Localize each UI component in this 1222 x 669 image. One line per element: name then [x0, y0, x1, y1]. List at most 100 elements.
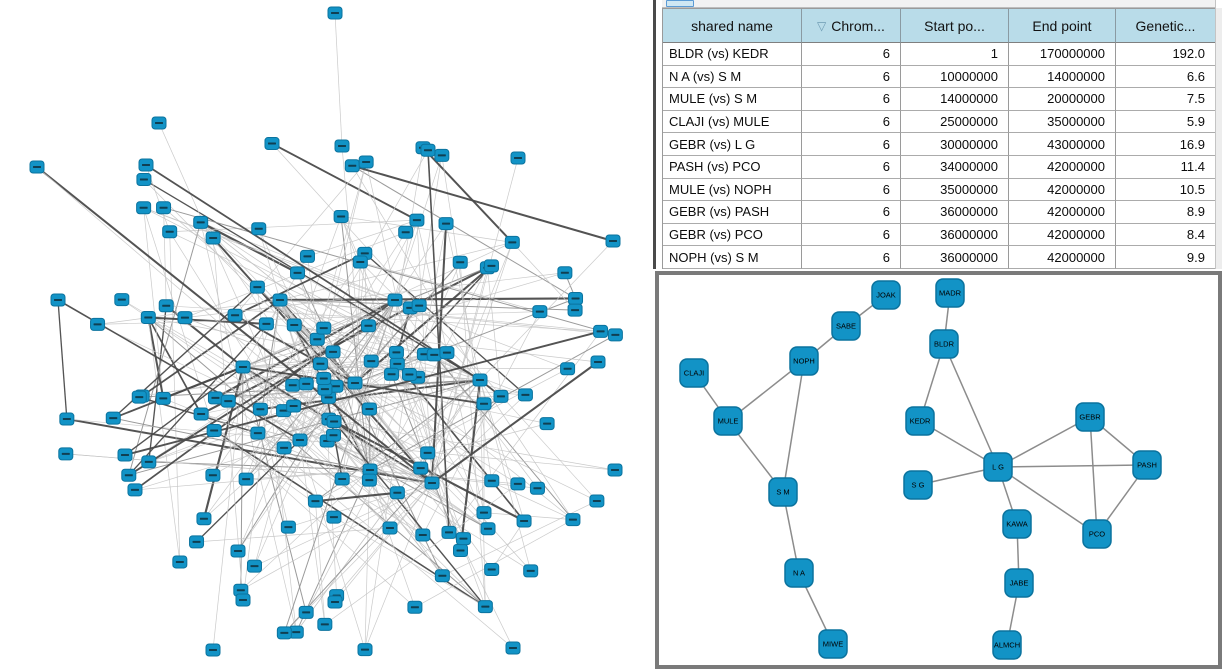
main-network-canvas[interactable]	[0, 0, 655, 669]
table-cell[interactable]: 25000000	[901, 110, 1009, 134]
table-cell[interactable]: 30000000	[901, 133, 1009, 156]
scrollbar-corner	[1216, 0, 1222, 8]
graph-node[interactable]	[1002, 509, 1032, 539]
table-cell[interactable]: 6	[802, 201, 901, 224]
table-cell[interactable]: 35000000	[901, 178, 1009, 202]
table-cell[interactable]: 11.4	[1116, 155, 1216, 179]
table-cell[interactable]: GEBR (vs) PASH	[663, 201, 802, 224]
table-cell[interactable]: 6	[802, 246, 901, 269]
sort-filter-icon[interactable]: ▽	[817, 18, 827, 33]
node-label	[62, 418, 71, 421]
table-cell[interactable]: 8.4	[1116, 223, 1216, 247]
table-cell[interactable]: GEBR (vs) PCO	[663, 223, 802, 247]
table-cell[interactable]: 7.5	[1116, 88, 1216, 111]
graph-node[interactable]	[831, 311, 861, 341]
graph-edge	[943, 343, 999, 468]
table-cell[interactable]: 14000000	[901, 88, 1009, 111]
table-cell[interactable]: 16.9	[1116, 133, 1216, 156]
graph-node[interactable]	[713, 406, 743, 436]
graph-node[interactable]	[992, 630, 1022, 660]
table-cell[interactable]: 6	[802, 223, 901, 247]
table-cell[interactable]: 42000000	[1009, 178, 1116, 202]
table-cell[interactable]: 42000000	[1009, 223, 1116, 247]
table-cell[interactable]: N A (vs) S M	[663, 65, 802, 89]
column-header[interactable]: End point	[1009, 9, 1116, 43]
table-cell[interactable]: 35000000	[1009, 110, 1116, 134]
graph-edge	[364, 482, 433, 650]
table-cell[interactable]: 6	[802, 65, 901, 89]
node-label	[142, 164, 150, 166]
table-cell[interactable]: MULE (vs) S M	[663, 88, 802, 111]
table-cell[interactable]: 42000000	[1009, 246, 1116, 269]
overview-network-panel[interactable]: JOAK MADR SABE NOPH CLAJI MULE BLDR KEDR GEBR L G…	[655, 271, 1222, 669]
table-cell[interactable]: 42000000	[1009, 155, 1116, 179]
graph-node[interactable]	[905, 406, 935, 436]
table-cell[interactable]: CLAJI (vs) MULE	[663, 110, 802, 134]
node-label	[356, 261, 365, 264]
graph-node[interactable]	[983, 452, 1013, 482]
column-header[interactable]: Genetic...	[1116, 9, 1216, 43]
graph-edge	[147, 317, 165, 399]
node-label	[192, 540, 201, 543]
graph-edge	[394, 299, 461, 551]
graph-node[interactable]	[1082, 519, 1112, 549]
table-cell[interactable]: 36000000	[901, 246, 1009, 269]
table-cell[interactable]: 1	[901, 43, 1009, 66]
table-cell[interactable]: 6	[802, 88, 901, 111]
table-cell[interactable]: 6.6	[1116, 65, 1216, 89]
table-cell[interactable]: 42000000	[1009, 201, 1116, 224]
graph-node[interactable]	[1075, 402, 1105, 432]
table-cell[interactable]: 5.9	[1116, 110, 1216, 134]
overview-network-canvas[interactable]: JOAK MADR SABE NOPH CLAJI MULE BLDR KEDR GEBR L G…	[659, 275, 1218, 665]
table-cell[interactable]: 9.9	[1116, 246, 1216, 269]
column-header[interactable]: shared name	[663, 9, 802, 43]
table-cell[interactable]: BLDR (vs) KEDR	[663, 43, 802, 66]
graph-node[interactable]	[935, 278, 965, 308]
table-cell[interactable]: 36000000	[901, 201, 1009, 224]
table-cell[interactable]: 10.5	[1116, 178, 1216, 202]
node-label	[596, 330, 605, 333]
graph-node[interactable]	[903, 470, 933, 500]
table-cell[interactable]: 192.0	[1116, 43, 1216, 66]
graph-node[interactable]	[871, 280, 901, 310]
main-network-view[interactable]	[0, 0, 655, 669]
graph-node[interactable]	[818, 629, 848, 659]
table-cell[interactable]: GEBR (vs) L G	[663, 133, 802, 156]
table-cell[interactable]: 34000000	[901, 155, 1009, 179]
table-cell[interactable]: 6	[802, 133, 901, 156]
table-cell[interactable]: 8.9	[1116, 201, 1216, 224]
graph-node[interactable]	[929, 329, 959, 359]
table-cell[interactable]: 10000000	[901, 65, 1009, 89]
table-cell[interactable]: NOPH (vs) S M	[663, 246, 802, 269]
table-horizontal-scrollbar-thumb[interactable]	[666, 0, 694, 7]
table-cell[interactable]: 20000000	[1009, 88, 1116, 111]
table-cell[interactable]: 170000000	[1009, 43, 1116, 66]
graph-node[interactable]	[679, 358, 709, 388]
column-header[interactable]: Start po...	[901, 9, 1009, 43]
table-horizontal-scrollbar[interactable]	[662, 0, 1215, 8]
table-cell[interactable]: 6	[802, 43, 901, 66]
graph-node[interactable]	[1004, 568, 1034, 598]
graph-node[interactable]	[784, 558, 814, 588]
node-label	[410, 606, 419, 609]
node-label	[337, 215, 346, 218]
table-cell[interactable]: PASH (vs) PCO	[663, 155, 802, 179]
graph-edge	[121, 299, 433, 484]
graph-edge	[323, 299, 396, 329]
table-cell[interactable]: 6	[802, 178, 901, 202]
table-cell[interactable]: 6	[802, 110, 901, 134]
table-cell[interactable]: MULE (vs) NOPH	[663, 178, 802, 202]
graph-edge	[271, 142, 418, 221]
table-cell[interactable]: 6	[802, 155, 901, 179]
table-cell[interactable]: 43000000	[1009, 133, 1116, 156]
graph-node[interactable]	[768, 477, 798, 507]
graph-edge	[431, 157, 519, 484]
table-cell[interactable]: 36000000	[901, 223, 1009, 247]
table-vertical-scrollbar[interactable]	[1215, 0, 1222, 269]
graph-edge	[782, 360, 805, 493]
table-cell[interactable]: 14000000	[1009, 65, 1116, 89]
node-label	[405, 373, 414, 376]
graph-node[interactable]	[789, 346, 819, 376]
graph-node[interactable]	[1132, 450, 1162, 480]
column-header[interactable]: ▽ Chrom...	[802, 9, 901, 43]
